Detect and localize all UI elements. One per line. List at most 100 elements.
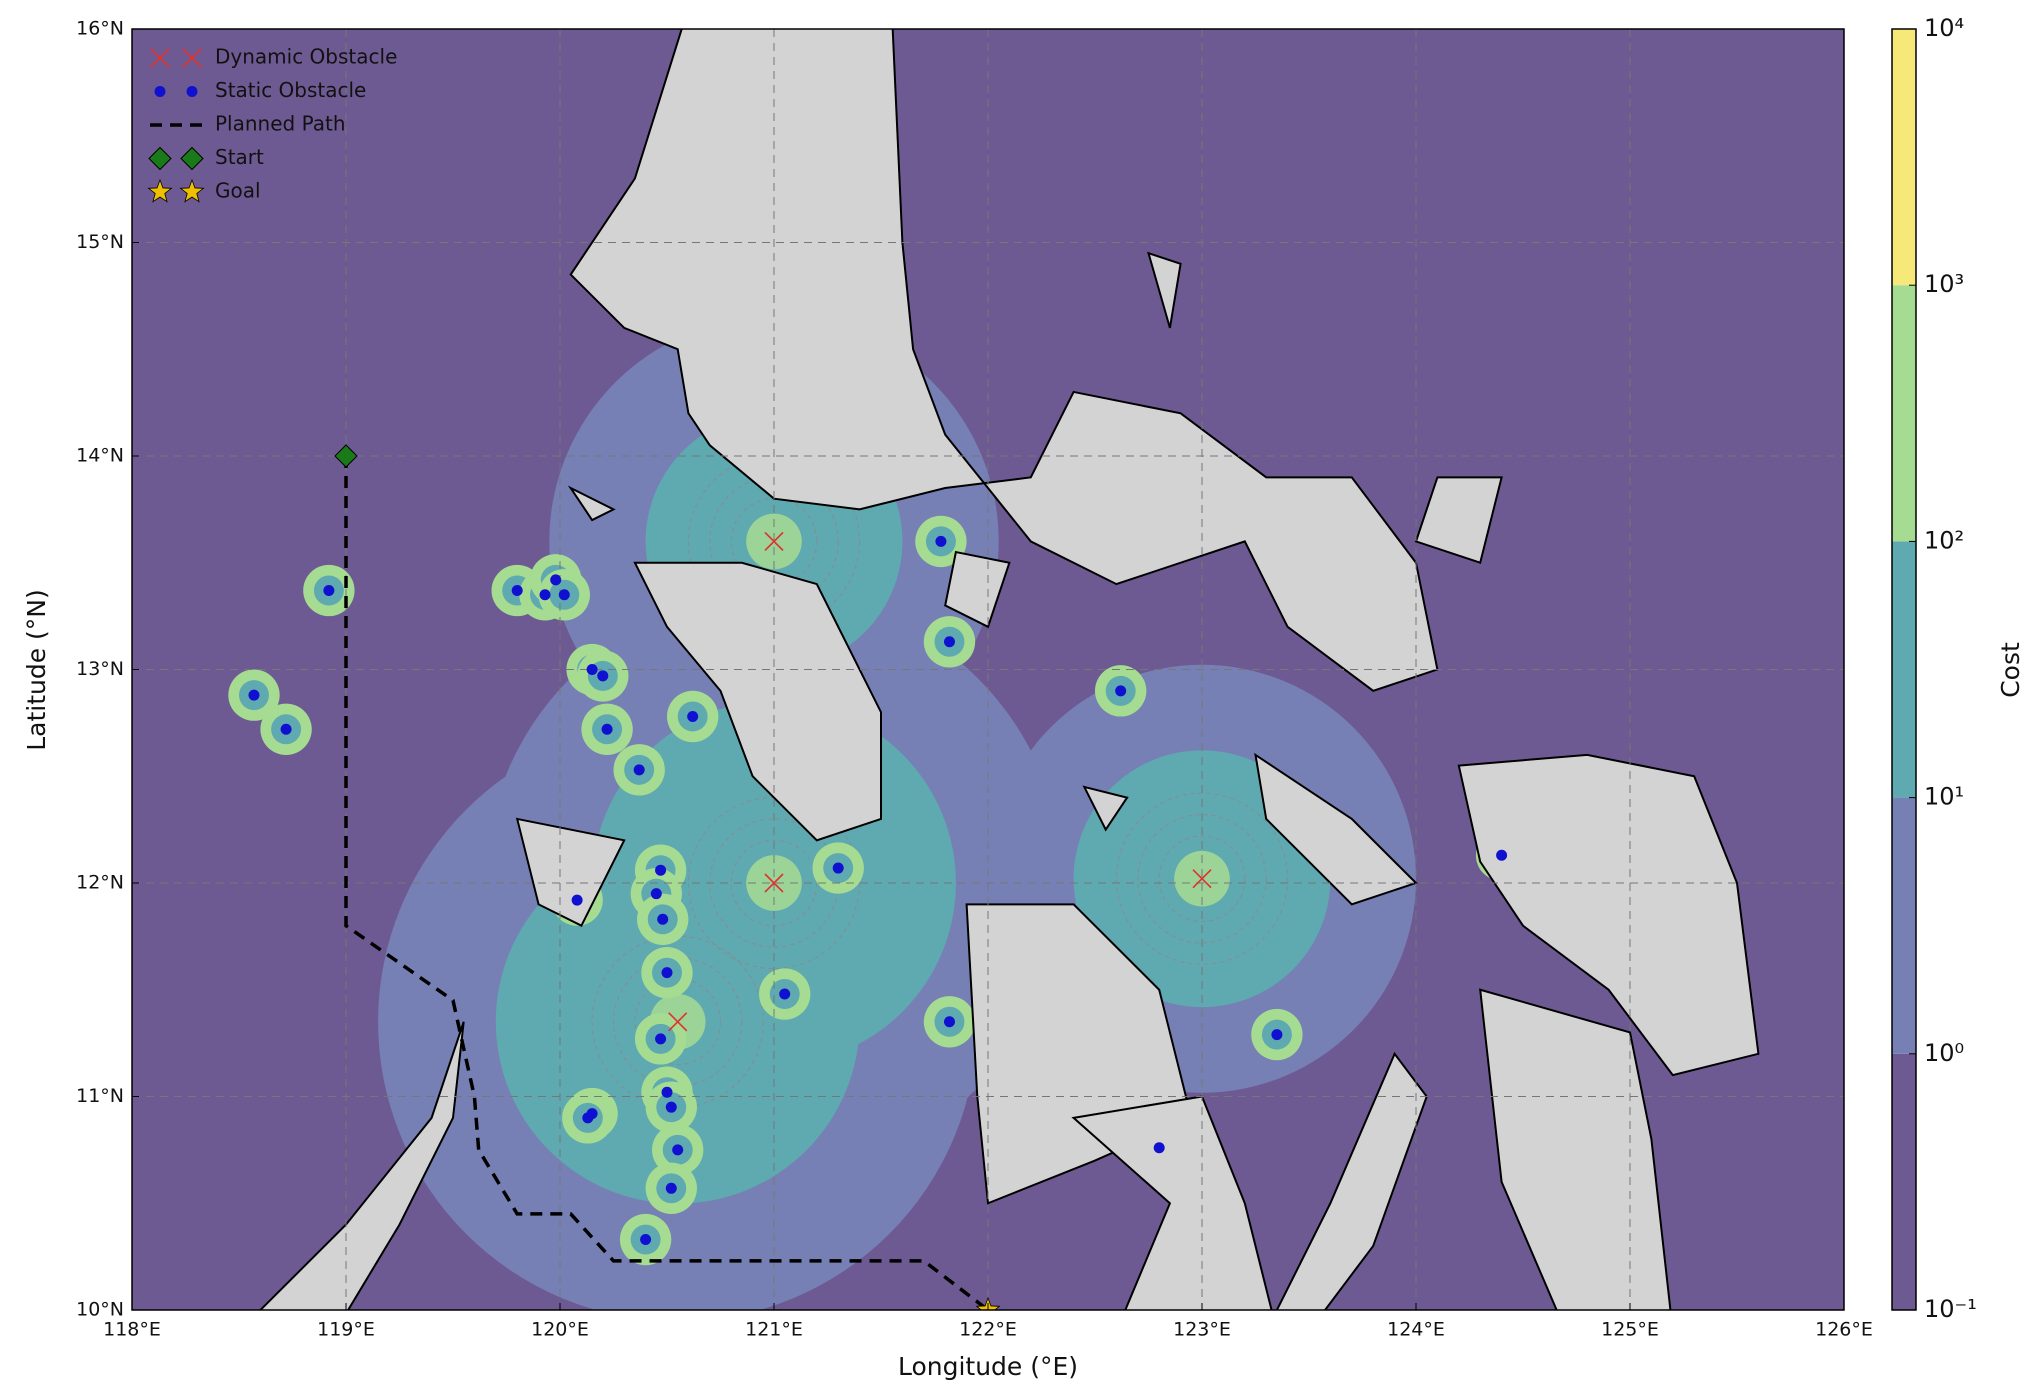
x-tick-label: 125°E	[1601, 1319, 1659, 1341]
colorbar-level	[1892, 285, 1916, 542]
y-tick-label: 12°N	[76, 872, 124, 894]
static-obstacle	[558, 589, 570, 601]
colorbar-tick-label: 10³	[1924, 270, 1964, 298]
planned-path	[344, 456, 990, 1310]
dynamic-obstacle	[764, 531, 784, 551]
static-obstacle	[779, 988, 791, 1000]
y-tick-label: 11°N	[76, 1085, 124, 1107]
x-tick-label: 126°E	[1815, 1319, 1873, 1341]
static-obstacle	[280, 723, 292, 735]
markers	[248, 444, 1508, 1310]
static-obstacle	[665, 1182, 677, 1194]
legend-swatch	[147, 178, 173, 203]
static-obstacle	[248, 689, 260, 701]
static-obstacle	[539, 589, 551, 601]
static-obstacle	[832, 862, 844, 874]
x-tick-label: 122°E	[959, 1319, 1017, 1341]
static-obstacle	[640, 1234, 652, 1246]
landmass	[1254, 752, 1418, 906]
y-tick-label: 15°N	[76, 231, 124, 253]
x-tick-label: 123°E	[1173, 1319, 1231, 1341]
legend-swatch	[150, 48, 170, 68]
static-obstacle	[943, 636, 955, 648]
y-tick-label: 14°N	[76, 445, 124, 467]
y-tick-label: 13°N	[76, 658, 124, 680]
y-axis-label: Latitude (°N)	[22, 589, 51, 751]
static-obstacle	[511, 585, 523, 597]
dynamic-obstacle	[764, 873, 784, 893]
x-axis-label: Longitude (°E)	[898, 1352, 1078, 1381]
static-obstacle	[943, 1016, 955, 1028]
colorbar-tick-label: 10¹	[1924, 783, 1964, 811]
landmass	[515, 817, 626, 928]
legend-label: Planned Path	[215, 112, 346, 136]
x-tick-label: 121°E	[745, 1319, 803, 1341]
cost-contour	[709, 476, 839, 607]
static-obstacle	[582, 1112, 594, 1124]
colorbar-tick-label: 10⁰	[1924, 1039, 1964, 1067]
colorbar-tick-label: 10⁴	[1924, 14, 1964, 42]
landmass	[569, 29, 1439, 692]
x-tick-label: 124°E	[1387, 1319, 1445, 1341]
landmass	[1082, 785, 1129, 832]
landmass	[633, 561, 882, 842]
static-obstacle	[657, 913, 669, 925]
static-obstacle	[935, 535, 947, 547]
static-obstacle	[650, 888, 662, 900]
landmass	[567, 485, 616, 522]
x-tick-label: 120°E	[531, 1319, 589, 1341]
static-obstacle	[1115, 685, 1127, 697]
static-obstacle	[661, 1086, 673, 1098]
legend-swatch	[148, 146, 172, 171]
static-obstacle	[687, 710, 699, 722]
colorbar-tick-label: 10²	[1924, 526, 1964, 554]
static-obstacle	[633, 764, 645, 776]
dynamic-obstacle	[668, 1012, 688, 1032]
static-obstacle	[672, 1144, 684, 1156]
static-obstacle	[661, 967, 673, 979]
cost-contour	[1115, 792, 1289, 965]
static-obstacle	[1153, 1142, 1165, 1154]
plot-area	[132, 29, 1844, 1310]
legend-swatch	[179, 178, 205, 203]
legend-swatch	[182, 48, 202, 68]
legend-label: Dynamic Obstacle	[215, 45, 397, 69]
x-tick-label: 118°E	[103, 1319, 161, 1341]
cost-contour	[1158, 835, 1246, 923]
static-obstacle	[1271, 1029, 1283, 1041]
x-tick-label: 119°E	[317, 1319, 375, 1341]
static-obstacle	[571, 894, 583, 906]
landmass	[1457, 753, 1760, 1077]
colorbar-frame	[1891, 28, 1917, 1311]
legend-label: Static Obstacle	[215, 78, 366, 102]
colorbar-level	[1892, 29, 1916, 286]
static-obstacle	[550, 574, 562, 586]
y-tick-label: 10°N	[76, 1299, 124, 1321]
y-tick-label: 16°N	[76, 18, 124, 40]
dynamic-obstacle	[1192, 869, 1212, 889]
landmass	[258, 1021, 465, 1310]
landmass	[1147, 251, 1182, 329]
legend-swatch	[180, 146, 204, 171]
colorbar-tick-label: 10⁻¹	[1924, 1295, 1977, 1323]
colorbar-level	[1892, 1053, 1916, 1310]
landmass	[1479, 988, 1672, 1310]
colorbar-label: Cost	[1996, 642, 2025, 698]
static-obstacle	[665, 1101, 677, 1113]
static-obstacle	[1496, 849, 1508, 861]
colorbar-level	[1892, 541, 1916, 798]
static-obstacle	[586, 664, 598, 675]
static-obstacle	[597, 670, 609, 682]
legend-label: Start	[215, 145, 264, 169]
land	[258, 29, 1760, 1310]
landmass	[944, 550, 1011, 629]
colorbar-level	[1892, 797, 1916, 1054]
legend-swatch	[154, 86, 166, 97]
cost-contour	[1137, 814, 1267, 944]
static-obstacle	[601, 723, 613, 735]
legend-swatch	[186, 86, 198, 97]
legend: Dynamic Obstacle Static Obstacle Planned P…	[147, 45, 397, 203]
start-marker	[334, 444, 358, 468]
legend-label: Goal	[215, 179, 261, 203]
